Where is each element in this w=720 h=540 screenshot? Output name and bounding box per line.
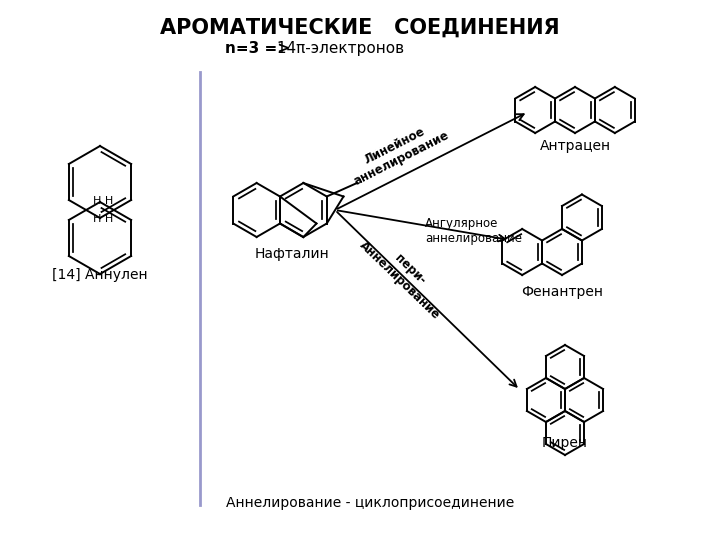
Text: Антрацен: Антрацен [539, 139, 611, 153]
Text: Пирен: Пирен [542, 436, 588, 450]
Text: Аннелирование - циклоприсоединение: Аннелирование - циклоприсоединение [226, 496, 514, 510]
Text: Линейное
аннелирование: Линейное аннелирование [345, 116, 451, 188]
Text: H H: H H [93, 196, 113, 206]
Text: пери-
Аннелирование: пери- Аннелирование [357, 228, 453, 322]
Text: 14π-электронов: 14π-электронов [272, 41, 404, 56]
Text: АРОМАТИЧЕСКИЕ   СОЕДИНЕНИЯ: АРОМАТИЧЕСКИЕ СОЕДИНЕНИЯ [160, 18, 560, 38]
Text: [14] Аннулен: [14] Аннулен [52, 268, 148, 282]
Text: Фенантрен: Фенантрен [521, 285, 603, 299]
Text: Нафталин: Нафталин [255, 247, 330, 261]
Text: H H: H H [93, 214, 113, 224]
Text: n=3 =>: n=3 => [225, 41, 290, 56]
Text: Ангулярное
аннелирование: Ангулярное аннелирование [425, 217, 522, 245]
